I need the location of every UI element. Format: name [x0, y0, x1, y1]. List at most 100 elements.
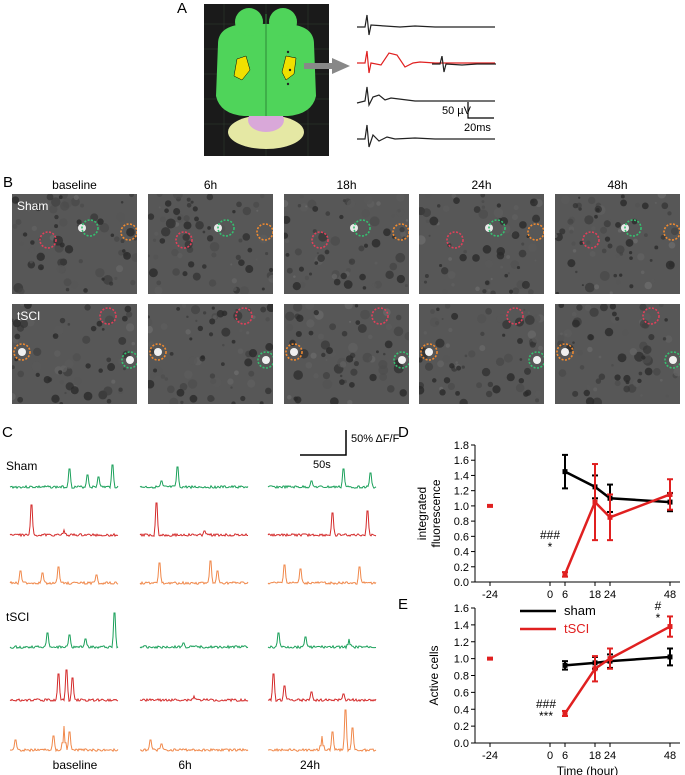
panel-letter-a: A: [177, 0, 188, 17]
ephys-scale-bar: [467, 102, 494, 119]
timepoint-label-baseline: baseline: [52, 178, 97, 192]
roi-circle-green: [353, 219, 371, 237]
trace-timepoint-baseline: baseline: [52, 758, 98, 772]
x-tick-label: 48: [664, 750, 676, 762]
trace-timepoint-24h: 24h: [299, 758, 321, 772]
row-label-sham: Sham: [17, 199, 49, 213]
timepoint-label-24h: 24h: [471, 178, 492, 192]
roi-circle-green: [217, 219, 235, 237]
y-tick-label: 0.0: [454, 577, 469, 589]
calcium-trace: [139, 466, 249, 490]
y-tick-label: 1.4: [454, 470, 469, 482]
data-point: [667, 624, 673, 630]
x-tick-label: 6: [562, 750, 568, 762]
roi-circle-green: [81, 219, 99, 237]
significance-marker: *: [656, 611, 661, 625]
baseline-point: [487, 503, 493, 508]
calcium-trace: [9, 464, 119, 490]
series-line-sham: [564, 655, 671, 667]
y-tick-label: 1.2: [454, 637, 469, 649]
roi-circle-orange: [392, 223, 409, 241]
y-tick-label: 1.8: [454, 440, 469, 452]
y-tick-label: 1.6: [454, 455, 469, 467]
ephys-trace-4: [357, 124, 495, 148]
fluorescence-scale-bar: [300, 430, 347, 456]
y-tick-label: 1.4: [454, 620, 469, 632]
ephys-trace-right: [432, 56, 496, 73]
trace-group-sham: Sham: [6, 459, 38, 473]
calcium-trace: [267, 468, 377, 490]
y-tick-label: 0.2: [454, 721, 469, 733]
electrophysiology-traces: [356, 14, 495, 148]
microscopy-image: [419, 304, 544, 404]
significance-marker: ###: [540, 528, 560, 542]
y-tick-label: 0.4: [454, 547, 469, 559]
microscopy-image: [284, 194, 409, 294]
microscopy-image: [148, 194, 273, 294]
roi-circle-green: [528, 351, 544, 369]
chart-integrated-fluorescence: 0.0 0.2 0.4 0.6 0.8 1.0 1.2 1.4 1.6 1.8 -24 0 6 18 24 4…: [415, 440, 680, 600]
calcium-trace: [267, 510, 377, 538]
arrow-icon: [304, 58, 350, 74]
ephys-scale-amp: 50 µV: [442, 105, 471, 117]
y-tick-label: 0.0: [454, 738, 469, 750]
roi-circle-orange: [556, 343, 574, 361]
y-tick-label: 0.4: [454, 704, 469, 716]
x-tick-label: 6: [562, 589, 568, 600]
panel-letter-b: B: [3, 174, 14, 191]
fluorescence-scale-y: 50% ΔF/F: [351, 433, 400, 445]
calcium-trace: [9, 669, 119, 703]
x-tick-label: 0: [547, 589, 553, 600]
calcium-trace: [140, 739, 249, 753]
roi-circle-green: [257, 351, 273, 369]
calcium-trace: [267, 632, 377, 650]
chart-active-cells: 0.0 0.2 0.4 0.6 0.8 1.0 1.2 1.4 1.6 -24 0 6 18 24 48 Ac…: [427, 599, 680, 775]
series-line-tsci: [563, 493, 671, 575]
timepoint-label-18h: 18h: [336, 178, 357, 192]
baseline-point: [487, 656, 493, 661]
series-line-tsci: [563, 625, 671, 715]
y-tick-label: 0.8: [454, 516, 469, 528]
calcium-trace: [9, 504, 119, 538]
y-tick-label: 1.2: [454, 486, 469, 498]
row-label-tsci: tSCI: [17, 309, 41, 323]
roi-circle-red: [446, 231, 464, 249]
ephys-trace-3: [356, 86, 495, 108]
y-tick-label: 1.0: [454, 501, 469, 513]
y-axis-label: Active cells: [427, 645, 441, 705]
x-tick-label: 48: [664, 589, 676, 600]
y-tick-label: 0.2: [454, 562, 469, 574]
roi-circle-red: [582, 231, 600, 249]
timepoint-label-6h: 6h: [203, 178, 218, 192]
data-point: [562, 469, 568, 475]
y-tick-label: 0.6: [454, 531, 469, 543]
data-point: [562, 662, 568, 668]
y-tick-label: 1.0: [454, 654, 469, 666]
calcium-trace: [267, 673, 377, 703]
microscopy-image: [284, 304, 409, 404]
roi-circle-orange: [256, 223, 273, 241]
trace-group-tsci: tSCI: [6, 610, 30, 624]
microscopy-image: [555, 194, 680, 294]
timepoint-label-48h: 48h: [607, 178, 628, 192]
roi-circle-orange: [527, 223, 544, 241]
trace-timepoint-6h: 6h: [178, 758, 192, 772]
roi-circle-green: [624, 219, 642, 237]
fluorescence-scale-x: 50s: [313, 459, 331, 471]
x-tick-label: 18: [589, 589, 601, 600]
calcium-trace: [139, 502, 248, 538]
roi-circle-red: [311, 231, 329, 249]
roi-circle-green: [393, 351, 409, 369]
x-axis-label: Time (hour): [557, 764, 619, 775]
x-tick-label: -24: [482, 750, 498, 762]
significance-marker: ***: [539, 709, 553, 723]
microscopy-image: [148, 304, 273, 404]
roi-circle-red: [99, 307, 117, 325]
panel-letter-c: C: [2, 424, 13, 441]
y-tick-label: 1.6: [454, 603, 469, 615]
series-line-sham: [564, 470, 671, 504]
significance-marker: #: [655, 599, 662, 613]
microscopy-image: [12, 304, 137, 404]
calcium-trace: [9, 725, 119, 753]
roi-circle-orange: [663, 223, 680, 241]
